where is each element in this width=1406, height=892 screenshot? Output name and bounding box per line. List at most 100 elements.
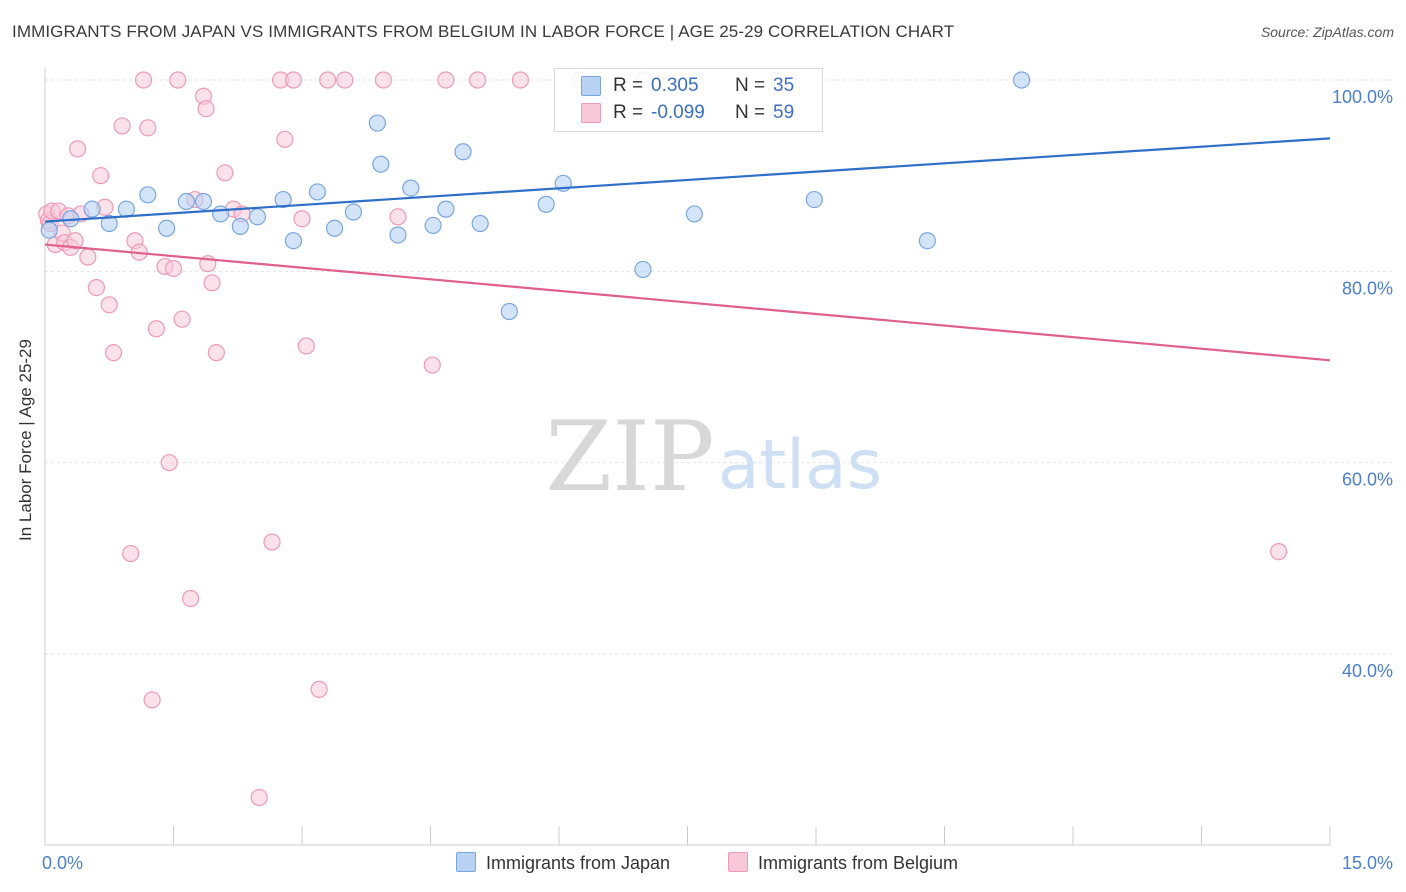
point-belgium bbox=[160, 454, 178, 472]
point-belgium bbox=[319, 71, 337, 89]
point-belgium bbox=[66, 232, 84, 250]
legend-swatch-belgium bbox=[581, 103, 601, 123]
point-belgium bbox=[469, 71, 487, 89]
point-belgium bbox=[197, 100, 215, 118]
bottom-legend-label-belgium: Immigrants from Belgium bbox=[758, 853, 959, 873]
series-belgium-points bbox=[38, 71, 1288, 807]
point-japan bbox=[231, 217, 249, 235]
x-tick-label-1: 15.0% bbox=[1342, 853, 1393, 873]
point-japan bbox=[274, 190, 292, 209]
point-belgium bbox=[182, 589, 200, 608]
trend-line-japan bbox=[44, 137, 1331, 223]
point-japan bbox=[805, 190, 823, 209]
point-japan bbox=[139, 186, 157, 204]
watermark-atlas: atlas bbox=[718, 426, 882, 505]
legend-swatch-japan bbox=[581, 76, 601, 96]
point-japan bbox=[437, 200, 455, 218]
point-japan bbox=[344, 203, 362, 221]
point-belgium bbox=[389, 208, 407, 226]
point-japan bbox=[500, 302, 518, 321]
point-japan bbox=[177, 192, 195, 211]
point-belgium bbox=[143, 691, 161, 709]
point-belgium bbox=[113, 117, 131, 135]
y-axis-label-text: In Labor Force | Age 25-29 bbox=[16, 339, 35, 541]
point-japan bbox=[100, 214, 118, 233]
correlation-legend: R = 0.305 N = 35 R = -0.099 N = 59 bbox=[554, 68, 823, 132]
bottom-legend-swatch-belgium bbox=[728, 852, 748, 872]
point-japan bbox=[308, 183, 327, 201]
legend-r-label-japan: R = bbox=[613, 75, 644, 96]
point-belgium bbox=[511, 71, 530, 89]
bottom-legend-label-japan: Immigrants from Japan bbox=[486, 853, 671, 873]
bottom-legend-japan: Immigrants from Japan bbox=[456, 852, 670, 874]
point-belgium bbox=[164, 259, 183, 278]
point-japan bbox=[194, 192, 213, 211]
point-belgium bbox=[293, 210, 311, 228]
source-label: Source: ZipAtlas.com bbox=[1260, 24, 1394, 40]
point-belgium bbox=[100, 296, 118, 314]
point-japan bbox=[634, 260, 652, 279]
point-belgium bbox=[374, 71, 392, 89]
point-belgium bbox=[276, 130, 294, 148]
point-belgium bbox=[336, 71, 354, 89]
legend-r-label-belgium: R = bbox=[613, 102, 644, 123]
point-japan bbox=[325, 219, 344, 237]
point-belgium bbox=[104, 344, 123, 362]
trend-line-belgium bbox=[44, 243, 1331, 362]
point-belgium bbox=[122, 544, 140, 563]
legend-n-label-japan: N = bbox=[735, 75, 766, 96]
point-japan bbox=[471, 214, 489, 233]
legend-n-value-belgium: 59 bbox=[773, 102, 795, 123]
point-japan bbox=[212, 205, 230, 223]
point-belgium bbox=[263, 533, 281, 551]
point-japan bbox=[117, 200, 135, 218]
point-japan bbox=[402, 179, 420, 197]
point-japan bbox=[40, 221, 58, 239]
point-japan bbox=[284, 232, 303, 250]
point-belgium bbox=[169, 71, 187, 89]
point-japan bbox=[368, 114, 386, 132]
point-belgium bbox=[1269, 543, 1288, 561]
point-belgium bbox=[87, 278, 106, 297]
y-tick-label-0: 100.0% bbox=[1332, 87, 1393, 107]
x-tick-label-0: 0.0% bbox=[42, 853, 83, 873]
point-belgium bbox=[207, 344, 225, 362]
point-belgium bbox=[147, 320, 165, 338]
point-japan bbox=[83, 200, 101, 218]
point-belgium bbox=[284, 71, 303, 89]
watermark: ZIP atlas bbox=[545, 401, 882, 513]
point-japan bbox=[1012, 71, 1031, 89]
point-belgium bbox=[310, 680, 328, 698]
legend-r-value-japan: 0.305 bbox=[651, 75, 699, 96]
y-tick-label-1: 80.0% bbox=[1342, 278, 1393, 298]
y-tick-label-2: 60.0% bbox=[1342, 470, 1393, 490]
series-japan-points bbox=[40, 71, 1031, 321]
axes bbox=[44, 68, 1331, 846]
point-japan bbox=[389, 226, 407, 244]
point-japan bbox=[685, 205, 703, 223]
y-axis-label: In Labor Force | Age 25-29 bbox=[6, 300, 46, 580]
point-japan bbox=[454, 143, 472, 161]
legend-r-value-belgium: -0.099 bbox=[651, 102, 705, 123]
point-japan bbox=[537, 195, 555, 213]
legend-n-label-belgium: N = bbox=[735, 102, 766, 123]
point-belgium bbox=[437, 71, 455, 89]
point-belgium bbox=[173, 310, 191, 328]
point-belgium bbox=[92, 167, 110, 185]
point-japan bbox=[158, 219, 176, 237]
tick-labels: 100.0% 80.0% 60.0% 40.0% 0.0% 15.0% bbox=[42, 87, 1393, 873]
point-belgium bbox=[68, 140, 87, 158]
grid-lines bbox=[45, 79, 1392, 655]
point-japan bbox=[372, 155, 390, 173]
point-japan bbox=[424, 216, 442, 235]
watermark-zip: ZIP bbox=[545, 401, 714, 513]
bottom-legend-belgium: Immigrants from Belgium bbox=[728, 852, 958, 874]
point-belgium bbox=[297, 337, 315, 355]
bottom-legend-swatch-japan bbox=[456, 852, 476, 872]
point-belgium bbox=[134, 71, 153, 89]
point-belgium bbox=[250, 788, 268, 807]
chart-title: IMMIGRANTS FROM JAPAN VS IMMIGRANTS FROM… bbox=[12, 22, 955, 41]
point-belgium bbox=[216, 164, 234, 182]
point-belgium bbox=[139, 119, 157, 137]
